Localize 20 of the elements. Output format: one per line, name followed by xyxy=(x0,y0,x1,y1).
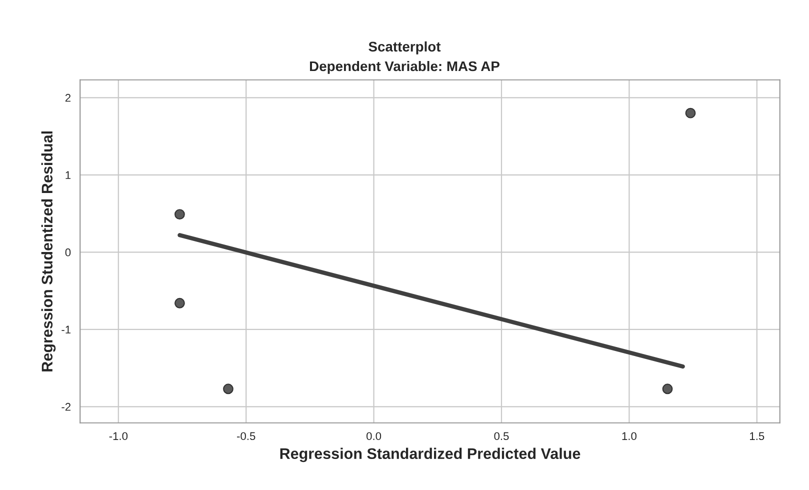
x-tick-label: 1.0 xyxy=(622,432,636,440)
chart-title: Scatterplot xyxy=(368,41,441,54)
point xyxy=(174,209,185,220)
x-tick-label: 1.5 xyxy=(750,432,764,440)
chart-subtitle: Dependent Variable: MAS AP xyxy=(310,60,500,74)
x-tick-label: -1.0 xyxy=(109,432,128,440)
point xyxy=(223,384,234,394)
point xyxy=(662,384,673,394)
x-tick-label: 0.5 xyxy=(494,432,509,440)
y-tick-label: -1 xyxy=(62,326,71,334)
y-axis-title: Regression Studentized Residual xyxy=(41,131,56,372)
y-tick-label: 0 xyxy=(65,248,71,256)
x-tick-label: -0.5 xyxy=(237,432,256,440)
x-tick-label: 0.0 xyxy=(366,432,382,440)
point xyxy=(174,298,185,308)
y-tick-label: 1 xyxy=(66,171,71,179)
x-axis-title: Regression Standardized Predicted Value xyxy=(280,448,580,462)
point xyxy=(685,108,696,118)
y-tick-label: 2 xyxy=(65,94,71,102)
y-tick-label: -2 xyxy=(62,402,71,411)
